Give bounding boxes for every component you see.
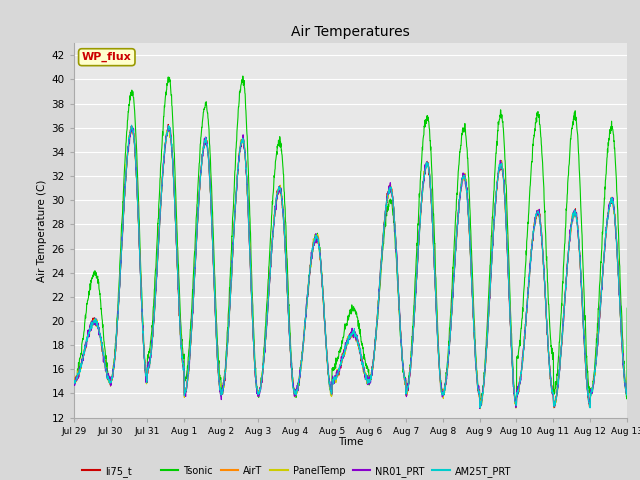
Text: WP_flux: WP_flux <box>82 52 132 62</box>
X-axis label: Time: Time <box>338 437 363 447</box>
Y-axis label: Air Temperature (C): Air Temperature (C) <box>37 179 47 282</box>
Title: Air Temperatures: Air Temperatures <box>291 25 410 39</box>
